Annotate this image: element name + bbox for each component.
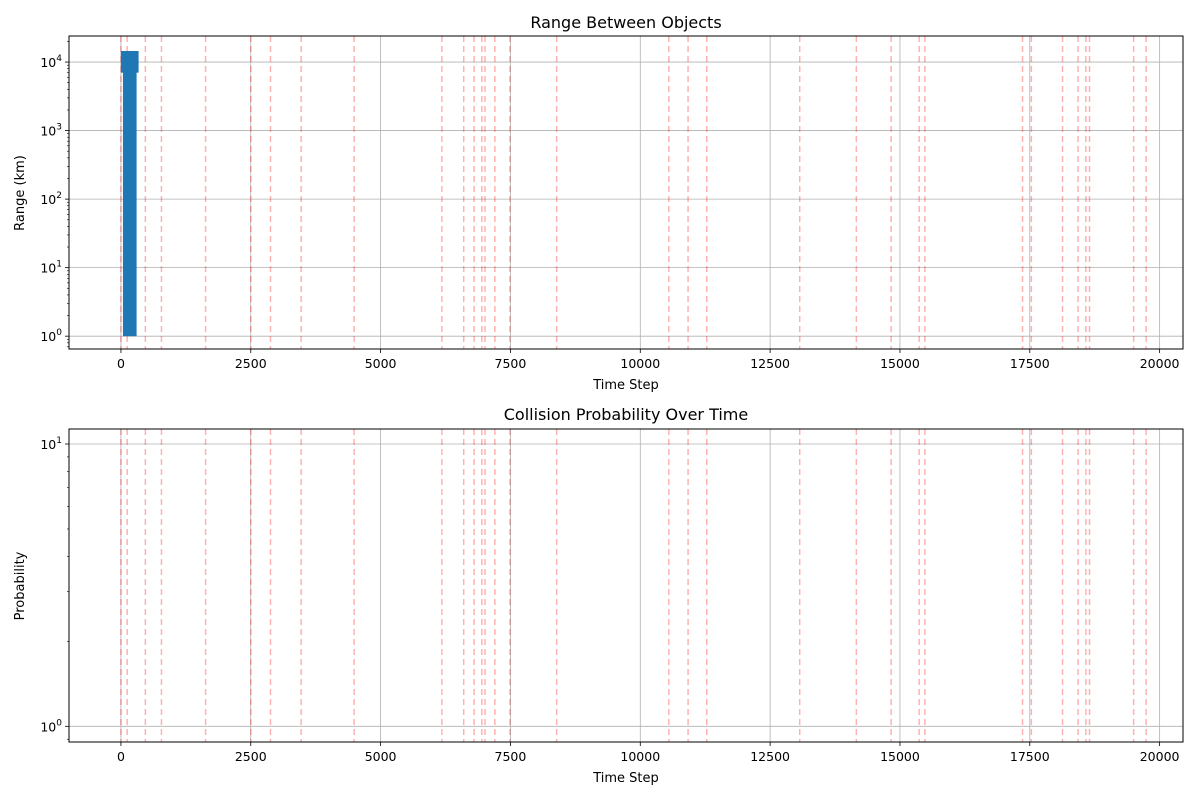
y-tick-label: 103 (40, 123, 62, 139)
y-axis-label: Range (km) (13, 155, 28, 231)
x-tick-label: 12500 (750, 749, 790, 764)
x-tick-label: 7500 (495, 356, 527, 371)
x-tick-label: 0 (117, 749, 125, 764)
x-tick-label: 17500 (1010, 356, 1050, 371)
x-tick-label: 5000 (365, 356, 397, 371)
x-tick-label: 20000 (1140, 749, 1180, 764)
chart-title: Range Between Objects (530, 13, 721, 32)
plot-frame (68, 428, 1184, 743)
x-axis-label: Time Step (592, 378, 659, 393)
y-tick-label: 101 (40, 436, 62, 452)
grid (69, 429, 1183, 742)
range-chart: Range Between Objects 0 2500 5000 7500 10000… (13, 13, 1184, 393)
x-tick-label: 2500 (235, 356, 267, 371)
y-tick-label: 100 (40, 718, 62, 734)
y-axis-label: Probability (13, 551, 28, 620)
range-series-trace (122, 50, 137, 337)
plot-frame (68, 35, 1184, 350)
x-tick-label: 20000 (1140, 356, 1180, 371)
x-tick-label: 12500 (750, 356, 790, 371)
series (120, 50, 139, 337)
event-markers (120, 429, 1147, 742)
x-tick-label: 10000 (620, 749, 660, 764)
y-axis-ticks: 100 101 102 103 104 (40, 41, 69, 348)
collision-probability-chart: Collision Probability Over Time 0 2500 500… (13, 405, 1184, 786)
y-tick-label: 104 (40, 54, 62, 70)
x-tick-label: 17500 (1010, 749, 1050, 764)
y-tick-label: 100 (40, 328, 62, 344)
x-tick-label: 0 (117, 356, 125, 371)
y-tick-label: 102 (40, 191, 62, 207)
chart-title: Collision Probability Over Time (504, 405, 748, 424)
y-axis-ticks: 100 101 (40, 436, 69, 740)
grid (69, 36, 1183, 349)
x-axis-ticks: 0 2500 5000 7500 10000 12500 15000 17500 20000 (117, 349, 1180, 371)
y-tick-label: 101 (40, 260, 62, 276)
x-tick-label: 5000 (365, 749, 397, 764)
x-tick-label: 2500 (235, 749, 267, 764)
x-tick-label: 15000 (880, 749, 920, 764)
x-axis-label: Time Step (592, 771, 659, 786)
x-tick-label: 7500 (495, 749, 527, 764)
x-axis-ticks: 0 2500 5000 7500 10000 12500 15000 17500 20000 (117, 742, 1180, 764)
range-series-peak-cluster (120, 50, 139, 73)
x-tick-label: 15000 (880, 356, 920, 371)
x-tick-label: 10000 (620, 356, 660, 371)
